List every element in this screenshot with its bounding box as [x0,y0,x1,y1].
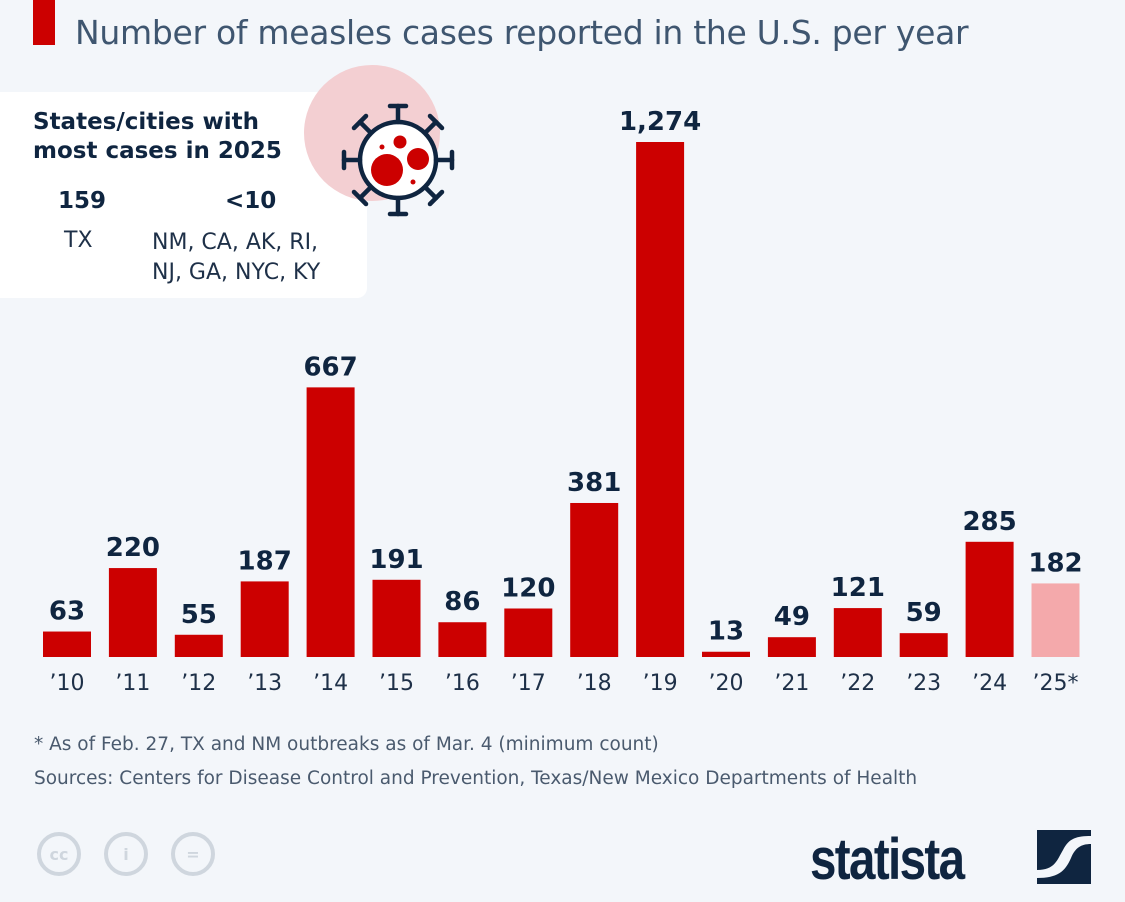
category-label: ’19 [643,671,678,696]
value-label: 13 [708,617,744,647]
sources: Sources: Centers for Disease Control and… [34,768,918,789]
others-line2: NJ, GA, NYC, KY [152,260,321,285]
value-label: 285 [962,507,1016,537]
bar [833,608,882,657]
bar [504,608,553,657]
others-line1: NM, CA, AK, RI, [152,230,319,255]
value-label: 667 [303,352,357,382]
category-label: ’13 [247,671,282,696]
info-heading-line2: most cases in 2025 [33,138,282,164]
bar [965,541,1014,657]
category-label: ’23 [906,671,941,696]
bar [1031,583,1080,657]
bar [372,579,421,657]
others-label: NM, CA, AK, RI, NJ, GA, NYC, KY [152,228,320,288]
category-label: ’12 [181,671,216,696]
bar [240,581,289,657]
category-label: ’16 [445,671,480,696]
value-label: 1,274 [619,107,701,137]
statista-logo[interactable]: statista [810,827,965,892]
value-label: 86 [444,587,480,617]
value-label: 63 [49,597,85,627]
category-label: ’14 [313,671,348,696]
bar [174,634,223,657]
footnote: * As of Feb. 27, TX and NM outbreaks as … [34,734,659,755]
bar [636,142,685,657]
tx-label: TX [64,228,93,253]
value-label: 55 [181,600,217,630]
bar [43,631,91,657]
bar [767,637,816,657]
bar [570,502,619,657]
attribution-icon[interactable]: i [104,832,148,876]
virus-icon [341,103,455,217]
no-derivatives-icon[interactable]: = [171,832,215,876]
value-label: 121 [831,573,885,603]
info-heading: States/cities with most cases in 2025 [33,108,282,166]
value-label: 220 [106,533,160,563]
value-label: 59 [906,598,942,628]
bar [306,387,355,657]
category-label: ’15 [379,671,414,696]
bar [702,651,750,657]
others-count: <10 [225,188,277,214]
category-label: ’22 [840,671,875,696]
category-label: ’24 [972,671,1007,696]
chart-title: Number of measles cases reported in the … [75,13,969,52]
value-label: 381 [567,468,621,498]
bar-chart: 63 ’10 220 ’11 55 ’12 187 ’13 667 ’14 191 ’15 86 ’16 1… [43,107,1083,696]
info-heading-line1: States/cities with [33,109,259,135]
category-label: ’20 [709,671,744,696]
tx-count: 159 [58,188,107,214]
category-label: ’21 [774,671,809,696]
category-label: ’25* [1033,671,1079,696]
category-label: ’18 [577,671,612,696]
category-label: ’17 [511,671,546,696]
bar [438,622,487,657]
value-label: 191 [369,545,423,575]
value-label: 120 [501,573,555,603]
value-label: 182 [1028,548,1082,578]
cc-license-icon[interactable]: cc [37,832,81,876]
value-label: 49 [774,602,810,632]
bar [899,633,948,657]
category-label: ’11 [115,671,150,696]
statista-logo-mark [1037,830,1091,884]
title-accent [33,0,55,45]
bar [108,568,157,657]
value-label: 187 [238,546,292,576]
category-label: ’10 [50,671,85,696]
